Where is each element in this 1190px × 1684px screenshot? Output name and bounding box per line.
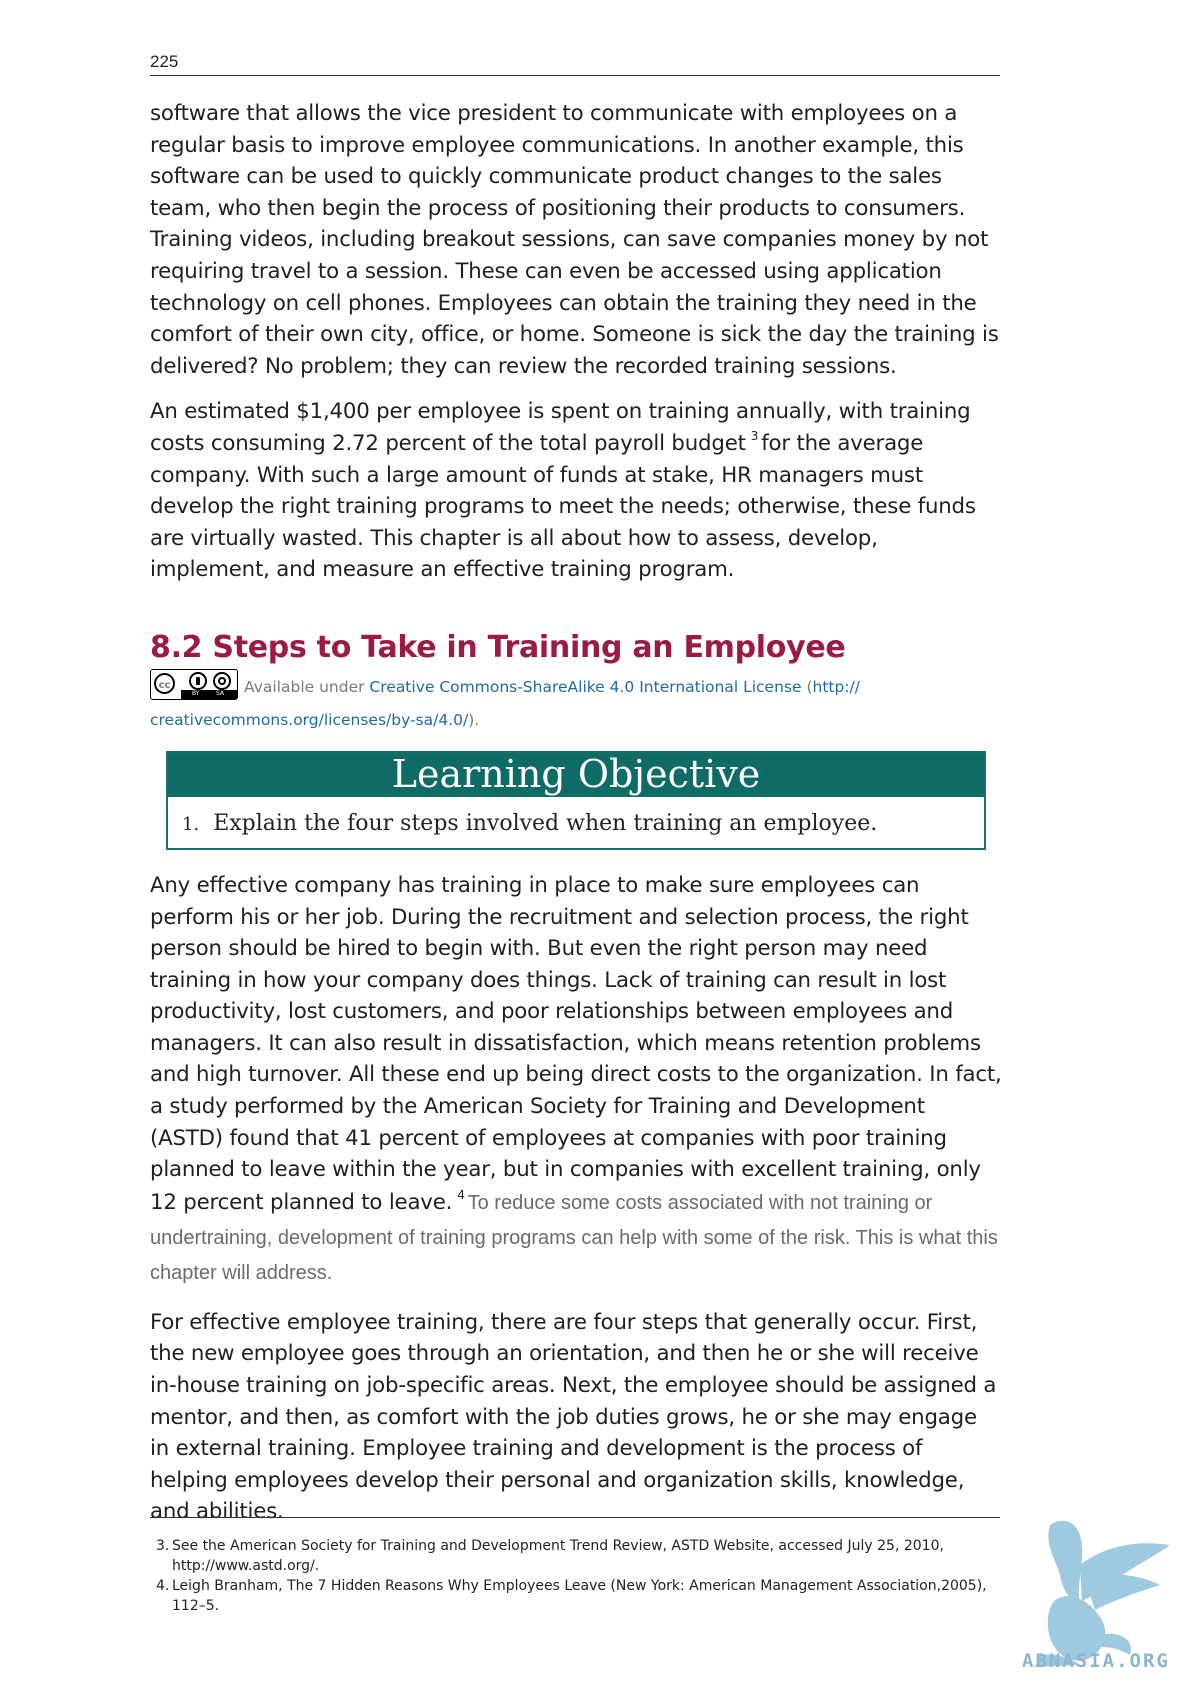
footnote-ref-4[interactable]: 4 <box>457 1187 465 1202</box>
cc-by-sa-badge-icon: cc BY SA <box>150 668 238 700</box>
paragraph-3: Any effective company has training in pl… <box>150 870 1002 1291</box>
page-number: 225 <box>150 52 179 71</box>
paragraph-3-text: Any effective company has training in pl… <box>150 872 1002 1215</box>
license-line: cc BY SA Available under Creative Common… <box>150 668 1002 737</box>
badge-sa-label: SA <box>216 689 225 697</box>
footnote-ref-3[interactable]: 3 <box>750 428 759 443</box>
badge-by-label: BY <box>192 689 200 697</box>
watermark-text: ABNASIA.ORG <box>1022 1650 1170 1672</box>
page-content: software that allows the vice president … <box>150 98 1002 1528</box>
objective-number: 1. <box>182 813 200 835</box>
learning-objective-title: Learning Objective <box>168 752 984 797</box>
paragraph-2-text-b: for the average company. With such a lar… <box>150 430 976 583</box>
license-paren-open: ( <box>801 677 813 696</box>
paragraph-2-text-a: An estimated $1,400 per employee is spen… <box>150 399 971 456</box>
footnote-3-text: See the American Society for Training an… <box>172 1538 944 1574</box>
objective-text: Explain the four steps involved when tra… <box>213 810 878 836</box>
paragraph-2: An estimated $1,400 per employee is spen… <box>150 396 1002 586</box>
paragraph-1: software that allows the vice president … <box>150 101 999 379</box>
footnote-4-text: Leigh Branham, The 7 Hidden Reasons Why … <box>172 1578 987 1614</box>
license-paren-close: ). <box>468 710 480 729</box>
footnote-4-number: 4. <box>156 1578 170 1594</box>
learning-objective-box: Learning Objective 1. Explain the four st… <box>166 750 986 850</box>
learning-objective-item: 1. Explain the four steps involved when t… <box>168 797 984 848</box>
paragraph-3-gray-text: To reduce some costs associated with not… <box>150 1191 998 1284</box>
by-attribution-icon <box>189 671 207 690</box>
section-heading: 8.2 Steps to Take in Training an Employe… <box>150 629 846 665</box>
license-url-part-2[interactable]: creativecommons.org/licenses/by-sa/4.0/ <box>150 710 469 729</box>
share-alike-icon <box>213 671 231 690</box>
footnotes: 3. See the American Society for Training … <box>156 1536 996 1616</box>
paragraph-4: For effective employee training, there a… <box>150 1309 997 1525</box>
griffin-logo-icon <box>1035 1520 1170 1667</box>
license-prefix: Available under <box>244 677 365 696</box>
footnote-3-number: 3. <box>156 1538 170 1554</box>
license-link[interactable]: Creative Commons-ShareAlike 4.0 Internat… <box>369 677 802 696</box>
footnote-3: 3. See the American Society for Training … <box>156 1536 996 1576</box>
license-url-part-1[interactable]: http:// <box>812 677 860 696</box>
footnote-divider <box>150 1517 1000 1518</box>
header-divider <box>150 75 1000 76</box>
cc-icon: cc <box>154 672 175 694</box>
footnote-4: 4. Leigh Branham, The 7 Hidden Reasons Wh… <box>156 1576 996 1616</box>
